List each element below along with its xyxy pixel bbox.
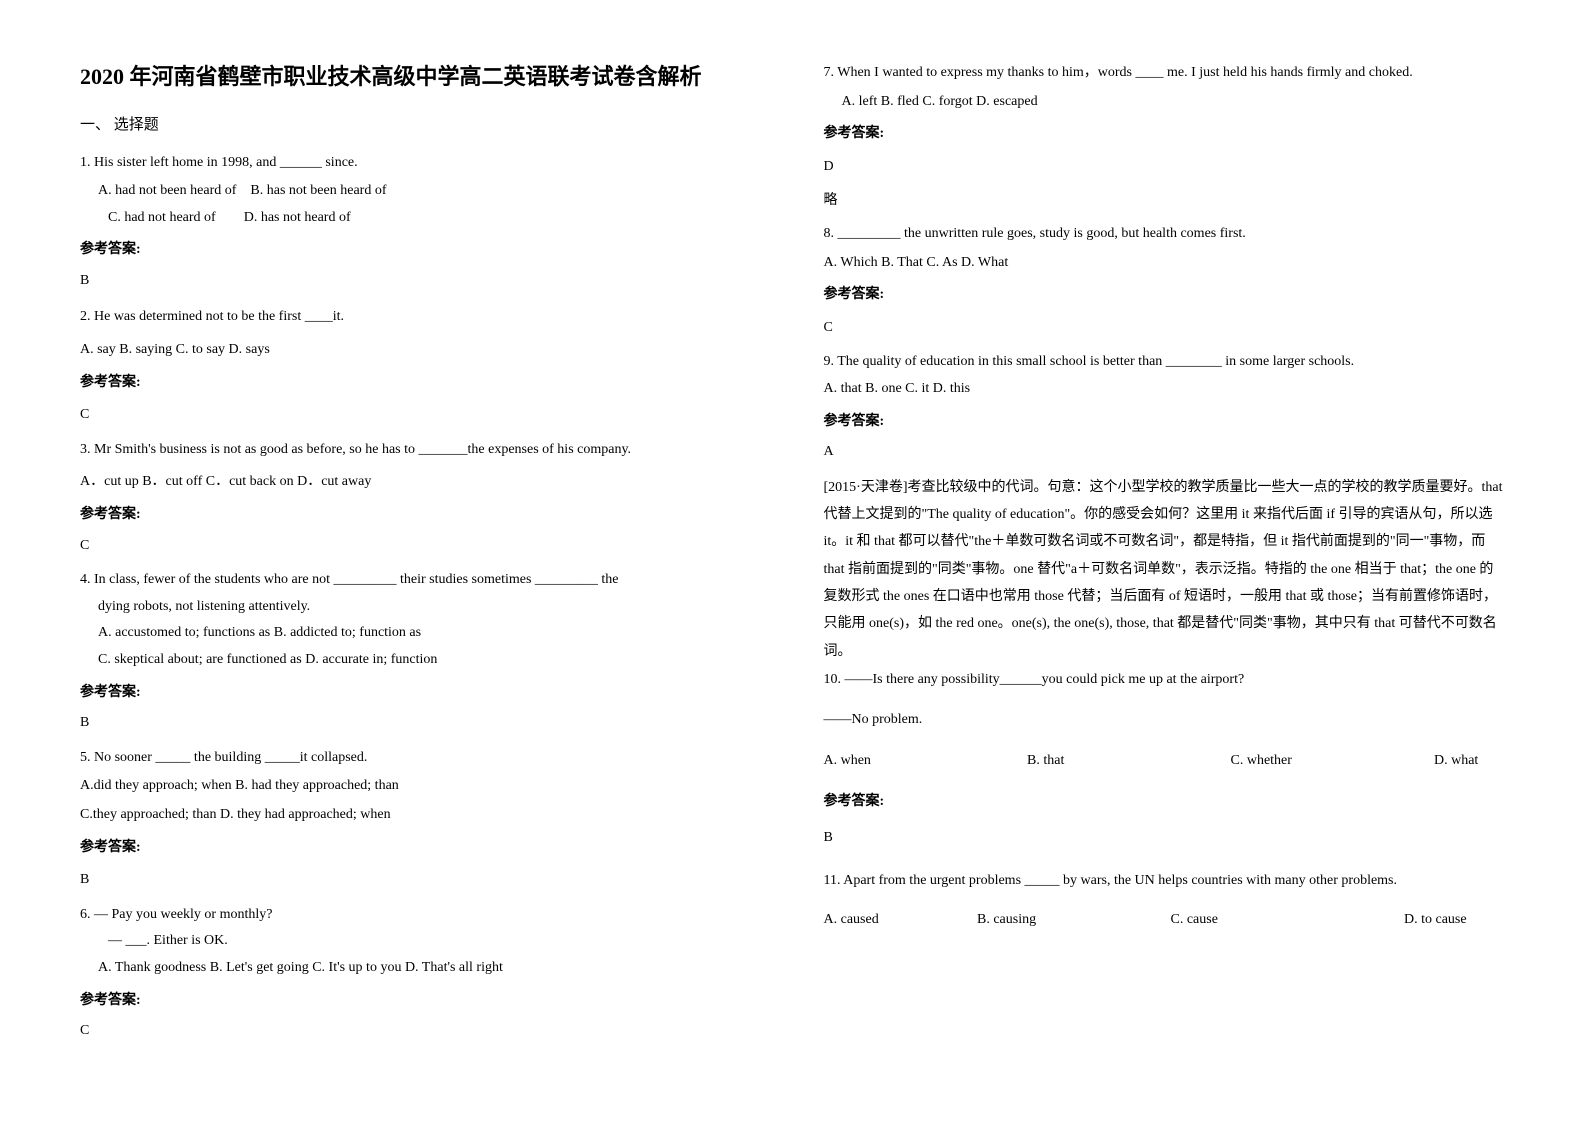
q11-opts: A. caused B. causing C. cause D. to caus… [824,907,1508,934]
q4-stem1: 4. In class, fewer of the students who a… [80,567,764,594]
q2-opts: A. say B. saying C. to say D. says [80,337,764,364]
q4-stem2: dying robots, not listening attentively. [80,594,764,621]
q5-stem: 5. No sooner _____ the building _____it … [80,745,764,772]
q3-stem: 3. Mr Smith's business is not as good as… [80,437,764,464]
q3-answer-label: 参考答案: [80,502,764,529]
q5-opts-cd: C.they approached; than D. they had appr… [80,802,764,829]
q4-answer-label: 参考答案: [80,680,764,707]
q11-opt-c: C. cause [1171,907,1401,934]
q10-opt-b: B. that [1027,748,1227,775]
q1-opts-ab: A. had not been heard of B. has not been… [80,178,764,205]
q10-opt-c: C. whether [1231,748,1431,775]
q8-opts: A. Which B. That C. As D. What [824,250,1508,277]
q6-stem2: — ___. Either is OK. [80,928,764,955]
q10-answer: B [824,825,1508,852]
q10-stem2: ——No problem. [824,707,1508,734]
q3-opts: A．cut up B．cut off C．cut back on D．cut a… [80,469,764,496]
q8-answer-label: 参考答案: [824,282,1508,309]
q1-answer-label: 参考答案: [80,237,764,264]
q10-answer-label: 参考答案: [824,789,1508,816]
q1-opt-c: C. had not heard of [108,210,216,225]
q6-answer: C [80,1018,764,1045]
q10-opt-d: D. what [1434,748,1478,775]
q10-opts: A. when B. that C. whether D. what [824,748,1508,775]
q1-stem: 1. His sister left home in 1998, and ___… [80,150,764,177]
q1-answer: B [80,268,764,295]
q8-answer: C [824,315,1508,342]
q4-answer: B [80,710,764,737]
q7-note: 略 [824,188,1508,215]
q1-opt-b: B. has not been heard of [250,183,386,198]
q7-stem: 7. When I wanted to express my thanks to… [824,60,1508,87]
q1-opt-a: A. had not been heard of [98,183,236,198]
q10-opt-a: A. when [824,748,1024,775]
q8-stem: 8. _________ the unwritten rule goes, st… [824,221,1508,248]
q1-opt-d: D. has not heard of [244,210,351,225]
left-column: 2020 年河南省鹤壁市职业技术高级中学高二英语联考试卷含解析 一、 选择题 1… [50,60,794,1082]
q3-answer: C [80,533,764,560]
q1-opts-cd: C. had not heard of D. has not heard of [80,205,764,232]
q4-opts-cd: C. skeptical about; are functioned as D.… [80,647,764,674]
q11-opt-a: A. caused [824,907,974,934]
q6-opts: A. Thank goodness B. Let's get going C. … [80,955,764,982]
section-heading: 一、 选择题 [80,111,764,140]
q11-opt-b: B. causing [977,907,1167,934]
q2-answer: C [80,402,764,429]
page-title: 2020 年河南省鹤壁市职业技术高级中学高二英语联考试卷含解析 [80,60,764,93]
q7-opts: A. left B. fled C. forgot D. escaped [824,89,1508,116]
q11-opt-d: D. to cause [1404,907,1467,934]
q9-stem: 9. The quality of education in this smal… [824,349,1508,376]
q10-stem1: 10. ——Is there any possibility______you … [824,667,1508,694]
q6-stem1: 6. — Pay you weekly or monthly? [80,902,764,929]
q5-opts-ab: A.did they approach; when B. had they ap… [80,773,764,800]
q9-opts: A. that B. one C. it D. this [824,376,1508,403]
q11-stem: 11. Apart from the urgent problems _____… [824,866,1508,897]
q9-explain: [2015·天津卷]考查比较级中的代词。句意：这个小型学校的教学质量比一些大一点… [824,474,1508,665]
q9-answer-label: 参考答案: [824,409,1508,436]
q2-answer-label: 参考答案: [80,370,764,397]
q5-answer-label: 参考答案: [80,835,764,862]
right-column: 7. When I wanted to express my thanks to… [794,60,1538,1082]
q2-stem: 2. He was determined not to be the first… [80,304,764,331]
q7-answer: D [824,154,1508,181]
q9-answer: A [824,439,1508,466]
q7-answer-label: 参考答案: [824,121,1508,148]
q5-answer: B [80,867,764,894]
q6-answer-label: 参考答案: [80,988,764,1015]
q4-opts-ab: A. accustomed to; functions as B. addict… [80,620,764,647]
